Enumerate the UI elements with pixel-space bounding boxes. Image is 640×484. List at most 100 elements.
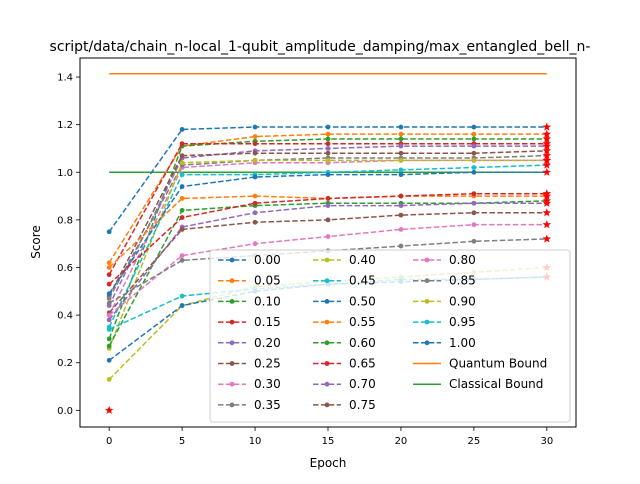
series-point-13-1: [179, 215, 185, 220]
series-point-0-1: [179, 127, 185, 132]
series-point-8-1: [179, 160, 185, 166]
series-point-15-5: [471, 210, 477, 216]
legend-label-16: 0.80: [449, 253, 476, 267]
legend-label-7: 0.35: [254, 398, 281, 412]
series-point-9-5: [471, 165, 477, 170]
legend-label-4: 0.20: [254, 336, 281, 350]
legend-label-0: 0.00: [254, 253, 281, 267]
legend-swatch-point-17: [424, 278, 430, 284]
series-point-2-3: [325, 136, 331, 142]
legend-label-13: 0.65: [349, 357, 376, 371]
legend-swatch-point-9: [324, 278, 330, 284]
series-point-19-1: [179, 293, 185, 299]
series-point-14-2: [252, 210, 258, 216]
series-point-8-4: [398, 157, 404, 163]
series-point-10-5: [471, 169, 477, 175]
series-point-2-0: [106, 336, 112, 342]
final-marker-7: [542, 151, 552, 160]
series-point-3-0: [106, 272, 112, 278]
legend-swatch-point-19: [424, 319, 430, 325]
x-axis-ticks: 0 5 10 15 20 25 30: [106, 427, 553, 447]
series-point-16-0: [106, 312, 112, 318]
legend-swatch-point-13: [324, 361, 330, 366]
legend-label-22: Classical Bound: [449, 377, 543, 391]
series-point-5-2: [252, 150, 258, 156]
series-point-17-5: [471, 238, 477, 244]
legend-label-18: 0.90: [449, 294, 476, 308]
legend-swatch-point-3: [229, 319, 235, 325]
series-point-4-3: [325, 146, 331, 151]
series-point-1-4: [398, 131, 404, 137]
legend-label-2: 0.10: [254, 294, 281, 308]
series-point-18-0: [106, 376, 112, 382]
y-tick-label-0: 0.0: [57, 406, 73, 417]
legend-swatch-point-6: [229, 381, 235, 387]
series-point-15-4: [398, 212, 404, 218]
x-tick-label-0: 0: [106, 436, 112, 447]
final-marker-4: [542, 141, 552, 150]
series-point-11-2: [252, 193, 258, 199]
series-point-20-0: [106, 357, 112, 363]
legend-swatch-point-1: [229, 278, 235, 284]
series-point-5-4: [398, 150, 404, 156]
legend-swatch-point-8: [324, 257, 330, 263]
final-marker-1: [542, 129, 552, 138]
final-marker-5: [542, 146, 552, 155]
series-point-5-1: [179, 153, 185, 159]
series-point-16-5: [471, 222, 477, 228]
series-point-0-4: [398, 124, 404, 130]
legend-label-1: 0.05: [254, 274, 281, 288]
series-point-0-2: [252, 124, 258, 130]
series-point-10-1: [179, 184, 185, 189]
final-marker-0: [542, 122, 552, 131]
series-point-3-2: [252, 141, 258, 147]
series-point-17-4: [398, 243, 404, 249]
legend-swatch-point-10: [324, 299, 330, 304]
series-point-12-0: [106, 343, 112, 349]
y-axis-ticks: 0.0 0.2 0.4 0.6 0.8 1.0 1.2 1.4: [57, 73, 80, 417]
series-point-16-1: [179, 253, 185, 258]
y-tick-label-2: 0.4: [57, 311, 73, 322]
series-point-13-4: [398, 193, 404, 199]
series-point-8-3: [325, 157, 331, 163]
y-tick-label-6: 1.2: [57, 120, 73, 131]
x-tick-label-4: 20: [395, 436, 408, 447]
series-point-15-2: [252, 219, 258, 225]
series-point-12-1: [179, 207, 185, 213]
series-point-3-1: [179, 141, 185, 147]
legend-label-12: 0.60: [349, 336, 376, 350]
series-point-19-0: [106, 326, 112, 332]
series-point-11-0: [106, 265, 112, 270]
y-tick-label-5: 1.0: [57, 168, 73, 179]
legend-box: [209, 249, 571, 423]
legend-label-15: 0.75: [349, 398, 376, 412]
zero-score-marker: [104, 405, 114, 414]
final-marker-17: [542, 234, 552, 243]
y-tick-label-7: 1.4: [57, 73, 73, 84]
legend-swatch-point-15: [324, 402, 330, 408]
x-tick-label-5: 25: [468, 436, 481, 447]
legend-swatch-point-11: [324, 319, 330, 325]
series-point-14-3: [325, 203, 331, 209]
final-marker-11: [542, 191, 552, 200]
series-point-14-4: [398, 203, 404, 209]
final-marker-2: [542, 134, 552, 143]
series-point-13-2: [252, 200, 258, 206]
series-point-16-2: [252, 241, 258, 247]
series-point-8-2: [252, 157, 258, 163]
series-point-9-1: [179, 172, 185, 178]
legend-label-11: 0.55: [349, 315, 376, 329]
series-point-2-5: [471, 136, 477, 142]
legend-label-19: 0.95: [449, 315, 476, 329]
chart-title: script/data/chain_n-local_1-qubit_amplit…: [50, 39, 591, 55]
series-point-15-3: [325, 217, 331, 223]
legend-label-21: Quantum Bound: [449, 357, 547, 371]
legend-label-20: 1.00: [449, 336, 476, 350]
y-tick-label-4: 0.8: [57, 215, 73, 226]
series-point-13-3: [325, 196, 331, 201]
final-marker-14: [542, 198, 552, 207]
series-point-1-5: [471, 131, 477, 137]
legend-swatch-point-0: [229, 257, 235, 263]
